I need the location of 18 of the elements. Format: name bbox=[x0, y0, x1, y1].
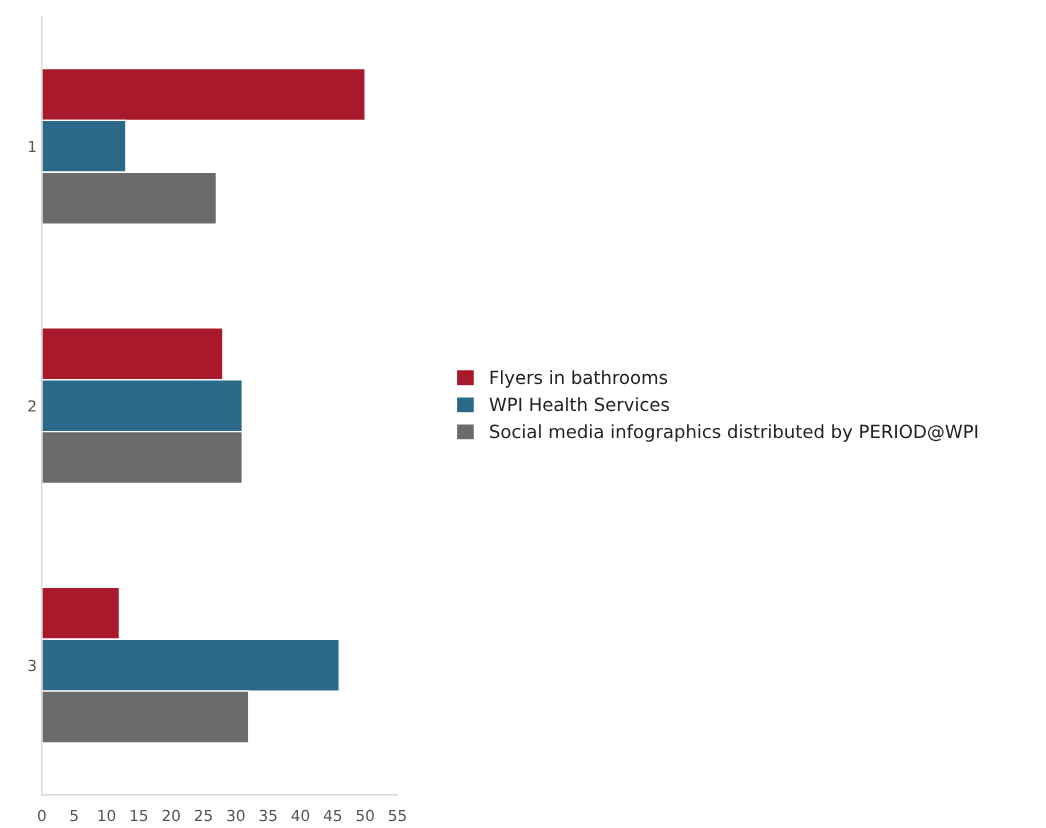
x-tick-label: 15 bbox=[130, 809, 148, 822]
y-tick-label: 1 bbox=[28, 140, 36, 153]
legend-label: Social media infographics distributed by PERIOD@WPI bbox=[490, 424, 978, 442]
x-tick-label: 45 bbox=[323, 809, 342, 822]
y-tick-label: 2 bbox=[28, 400, 36, 412]
y-tick-label: 3 bbox=[28, 659, 36, 672]
x-tick-label: 10 bbox=[98, 809, 116, 822]
x-tick-label: 0 bbox=[37, 809, 46, 822]
x-tick-label: 30 bbox=[227, 809, 245, 822]
x-tick-label: 40 bbox=[291, 809, 310, 822]
x-tick-label: 50 bbox=[356, 809, 374, 822]
x-tick-label: 5 bbox=[70, 809, 78, 822]
legend-label: Flyers in bathrooms bbox=[490, 370, 668, 388]
x-tick-label: 20 bbox=[162, 809, 180, 822]
x-tick-label: 25 bbox=[194, 809, 212, 822]
x-tick-label: 35 bbox=[259, 809, 277, 822]
legend-label: WPI Health Services bbox=[489, 397, 669, 412]
x-tick-label: 55 bbox=[388, 809, 406, 822]
